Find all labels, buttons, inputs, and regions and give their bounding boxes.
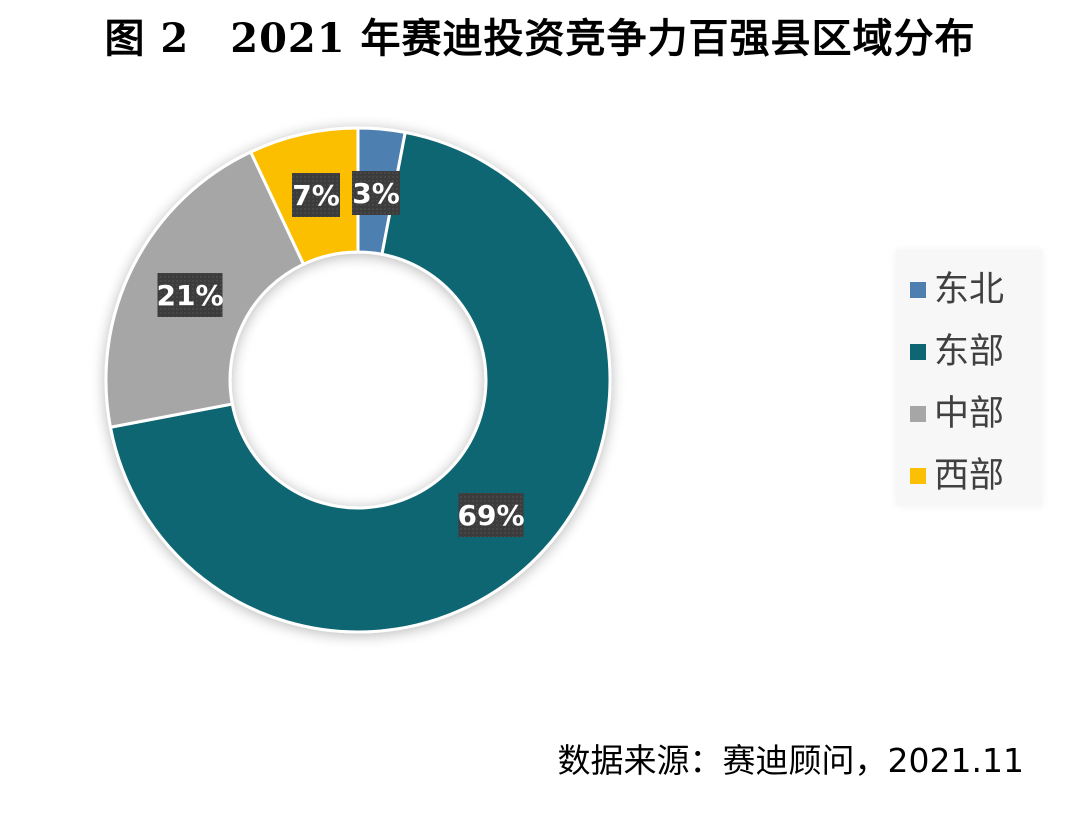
legend-label: 东北 <box>934 270 1005 310</box>
legend-swatch <box>910 282 926 298</box>
legend-item-northeast: 东北 <box>910 266 1004 314</box>
source-note: 数据来源：赛迪顾问，2021.11 <box>557 741 1024 780</box>
legend-label: 中部 <box>934 394 1005 434</box>
data-label-box <box>458 493 524 537</box>
data-label-box <box>292 173 340 217</box>
data-label-box <box>352 171 400 215</box>
legend-swatch <box>910 344 926 360</box>
data-label-east: 69% <box>457 493 525 537</box>
legend-swatch <box>910 406 926 422</box>
legend-label: 东部 <box>934 332 1005 372</box>
chart-legend: 东北 东部 中部 西部 <box>896 250 1042 506</box>
data-label-text: 7% <box>292 179 340 212</box>
data-label-box <box>157 273 223 317</box>
data-label-text: 69% <box>457 499 524 532</box>
legend-item-east: 东部 <box>910 328 1004 376</box>
legend-item-west: 西部 <box>910 452 1004 500</box>
data-label-northeast: 3% <box>352 171 400 215</box>
chart-title: 图 2 2021 年赛迪投资竞争力百强县区域分布 <box>104 15 976 62</box>
data-label-west: 7% <box>292 173 340 217</box>
legend-swatch <box>910 468 926 484</box>
data-label-text: 3% <box>352 177 400 210</box>
legend-label: 西部 <box>934 456 1005 496</box>
data-label-text: 21% <box>156 279 223 312</box>
data-label-central: 21% <box>156 273 224 317</box>
legend-item-central: 中部 <box>910 390 1004 438</box>
